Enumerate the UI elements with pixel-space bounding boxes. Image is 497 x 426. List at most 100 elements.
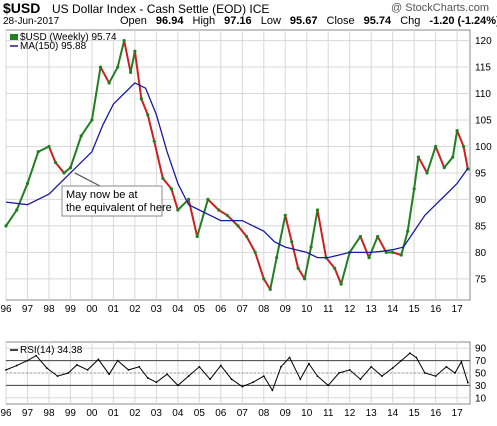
rsi-x-tick-label: 02 (129, 408, 141, 419)
ma-legend-label: MA(150) 95.88 (20, 41, 87, 52)
price-frame (5, 29, 471, 301)
rsi-point (415, 356, 418, 359)
rsi-point (327, 384, 330, 387)
close-label: Close (326, 15, 355, 27)
price-segment (170, 187, 179, 211)
price-y-tick-label: 105 (475, 116, 492, 127)
price-point (25, 181, 30, 186)
rsi-point (400, 359, 403, 362)
rsi-point (460, 360, 463, 363)
rsi-point (146, 377, 149, 379)
rsi-x-tick-label: 96 (0, 408, 12, 419)
price-segment (116, 39, 126, 69)
rsi-point (316, 375, 319, 377)
rsi-y-tick-label: 50 (475, 369, 487, 380)
price-segment (333, 267, 343, 286)
price-segment (434, 145, 446, 169)
price-point (244, 234, 249, 239)
price-segment (284, 214, 293, 243)
rsi-x-tick-label: 17 (452, 408, 464, 419)
rsi-point (348, 369, 351, 371)
rsi-point (219, 364, 222, 367)
price-segment (451, 129, 459, 159)
price-x-tick-label: 98 (43, 304, 55, 315)
rsi-point (116, 359, 119, 362)
price-segment (37, 145, 50, 153)
open-label: Open (120, 15, 147, 27)
price-point (275, 256, 279, 260)
rsi-x-tick-label: 06 (215, 408, 227, 419)
price-x-tick-label: 17 (452, 304, 464, 315)
price-segment (406, 187, 416, 233)
price-segment (217, 209, 229, 217)
price-point (376, 234, 380, 239)
price-point (169, 187, 174, 191)
rsi-point (166, 373, 169, 376)
rsi-x-tick-label: 03 (151, 408, 163, 419)
rsi-point (75, 364, 78, 366)
rsi-point (307, 362, 310, 365)
price-point (206, 197, 210, 202)
rsi-legend-label: RSI(14) 34.38 (20, 345, 83, 356)
price-point (217, 208, 221, 212)
quote-date: 28-Jun-2017 (3, 16, 60, 27)
rsi-x-tick-label: 00 (86, 408, 98, 419)
chg-value: -1.20 (-1.24%) (429, 15, 497, 27)
rsi-point (262, 375, 265, 377)
price-segment (123, 39, 132, 74)
price-point (412, 187, 416, 191)
price-segment (462, 145, 469, 171)
price-x-tick-label: 04 (172, 304, 184, 315)
price-point (186, 197, 191, 202)
price-segment (310, 209, 319, 249)
price-segment (5, 209, 18, 227)
price-point (283, 213, 287, 217)
price-point (79, 134, 83, 138)
rsi-point (15, 364, 18, 367)
price-point (442, 166, 446, 170)
rsi-points (5, 352, 469, 392)
rsi-x-tick-label: 99 (65, 408, 77, 419)
price-y-tick-label: 110 (475, 89, 491, 100)
price-point (302, 277, 307, 281)
price-point (4, 224, 8, 228)
rsi-point (359, 378, 362, 381)
rsi-point (35, 354, 37, 357)
price-x-tick-label: 97 (22, 304, 34, 315)
price-segment (26, 150, 40, 185)
annotation-line-1: May now be at (66, 189, 138, 201)
price-point (146, 113, 150, 117)
price-segment (99, 66, 111, 84)
rsi-point (108, 373, 111, 376)
price-y-tick-label: 75 (475, 274, 487, 285)
rsi-point (280, 365, 282, 368)
price-x-tick-label: 05 (194, 304, 206, 315)
price-point (367, 256, 371, 260)
rsi-y-tick-label: 90 (475, 344, 487, 355)
price-segment (133, 50, 143, 100)
chg-label: Chg (400, 15, 421, 27)
close-value: 95.74 (363, 15, 392, 27)
rsi-point (67, 372, 70, 374)
rsi-point (338, 372, 340, 374)
rsi-point (241, 385, 244, 388)
price-point (399, 253, 403, 257)
price-segment (161, 177, 173, 190)
rsi-x-tick-label: 08 (258, 408, 270, 419)
price-point (339, 282, 343, 286)
price-x-tick-label: 09 (280, 304, 292, 315)
rsi-x-tick-label: 04 (172, 408, 184, 419)
price-x-tick-label: 00 (86, 304, 98, 315)
price-legend-swatch (10, 34, 18, 40)
price-segment (269, 256, 278, 291)
price-point (152, 139, 156, 143)
price-point (176, 208, 180, 212)
rsi-x-tick-label: 97 (22, 408, 34, 419)
price-point (391, 250, 395, 254)
price-point (416, 155, 421, 159)
price-segment (237, 224, 248, 238)
price-point (225, 213, 229, 217)
price-point (406, 229, 410, 233)
site-credit[interactable]: @ StockCharts.com (391, 2, 489, 14)
